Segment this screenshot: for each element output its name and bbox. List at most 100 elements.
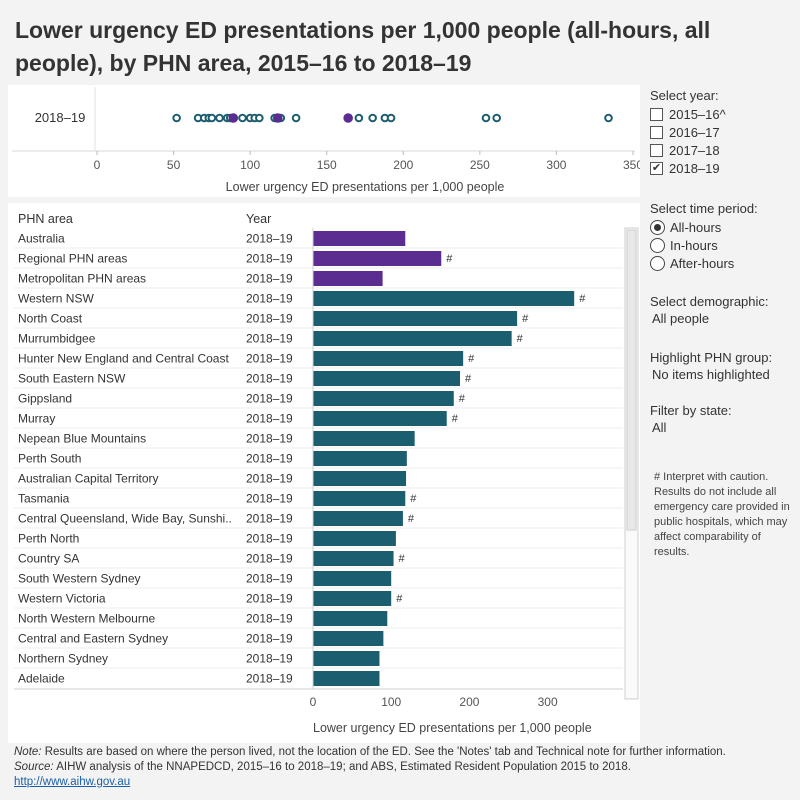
aihw-link[interactable]: http://www.aihw.gov.au — [14, 776, 131, 788]
bar — [313, 291, 575, 306]
bar-row-year: 2018–19 — [246, 632, 293, 646]
dot-plot-panel: 2018–19 0 50 100 150 200 250 300 350 Lower urgenc… — [8, 85, 643, 197]
bar — [313, 631, 384, 646]
period-option-in-hours[interactable]: In-hours — [650, 236, 800, 254]
bar-caution-flag: # — [468, 353, 475, 365]
dot-point — [354, 113, 364, 123]
dot-point — [255, 113, 264, 123]
period-option-all-hours[interactable]: All-hours — [650, 218, 800, 236]
bar-row-label: Western NSW — [18, 292, 94, 306]
bar-row-label: Adelaide — [18, 672, 65, 686]
bar-row-label: Central Queensland, Wide Bay, Sunshi.. — [18, 512, 232, 526]
bar — [313, 651, 380, 666]
bar-row-label: South Eastern NSW — [18, 372, 126, 386]
bar-row-label: Murrumbidgee — [18, 332, 96, 346]
highlight-value[interactable]: No items highlighted — [652, 367, 770, 382]
state-value[interactable]: All — [652, 420, 667, 435]
bar-x-tick-label: 0 — [310, 695, 317, 709]
bar-caution-flag: # — [452, 413, 459, 425]
bar-row-label: Tasmania — [18, 492, 70, 506]
bar-row-label: Perth North — [18, 532, 79, 546]
bar-row-year: 2018–19 — [246, 552, 293, 566]
bar-row-label: Metropolitan PHN areas — [18, 272, 146, 286]
bar-row-year: 2018–19 — [246, 652, 293, 666]
bar-caution-flag: # — [517, 333, 524, 345]
time-period-label: Select time period: — [650, 201, 758, 216]
bar-caution-flag: # — [446, 253, 453, 265]
footer-note: Note: Results are based on where the per… — [14, 746, 726, 758]
radio-icon[interactable] — [650, 255, 665, 271]
bar-row-year: 2018–19 — [246, 312, 293, 326]
year-option-2016-17[interactable]: 2016–17 — [650, 123, 800, 141]
year-option-2018-19[interactable]: ✔ 2018–19 — [650, 160, 720, 176]
bar-x-tick-label: 300 — [538, 695, 558, 709]
highlight-filter[interactable]: Highlight PHN group: No items highlighte… — [650, 350, 800, 382]
dot-point — [238, 113, 247, 123]
footer-source: Source: AIHW analysis of the NNAPEDCD, 2… — [14, 761, 631, 773]
bar-caution-flag: # — [459, 393, 466, 405]
bar-caution-flag: # — [399, 553, 406, 565]
bar-chart-panel: PHN area Year Australia 2018–19 Regional PHN… — [8, 203, 640, 743]
bar-row-year: 2018–19 — [246, 672, 293, 686]
dot-x-tick-label: 200 — [393, 158, 413, 172]
year-option-2017-18[interactable]: 2017–18 — [650, 141, 800, 159]
bar-row-year: 2018–19 — [246, 232, 293, 246]
bar — [313, 511, 403, 526]
bar — [313, 391, 454, 406]
dot-x-tick-label: 150 — [317, 158, 337, 172]
checkbox-icon[interactable] — [650, 107, 663, 121]
bar-row-label: South Western Sydney — [18, 572, 141, 586]
bar-row-year: 2018–19 — [246, 292, 293, 306]
dot-x-tick-label: 50 — [167, 158, 181, 172]
year-option-2015-16[interactable]: 2015–16^ — [650, 105, 800, 123]
bar-row-year: 2018–19 — [246, 392, 293, 406]
bar-row-year: 2018–19 — [246, 572, 293, 586]
checkbox-icon[interactable] — [650, 125, 663, 139]
scrollbar-thumb[interactable] — [626, 229, 637, 531]
bar — [313, 471, 407, 486]
bar-row-year: 2018–19 — [246, 612, 293, 626]
period-option-after-hours[interactable]: After-hours — [650, 254, 800, 272]
chart-title: Lower urgency ED presentations per 1,000… — [15, 17, 711, 76]
bar-row-year: 2018–19 — [246, 412, 293, 426]
bar-row-label: Regional PHN areas — [18, 252, 127, 266]
dot-point — [215, 113, 224, 123]
radio-selected-icon[interactable] — [650, 219, 665, 235]
year-filter-label: Select year: — [650, 88, 719, 103]
bar-row-label: Country SA — [18, 552, 79, 566]
dot-x-tick-label: 250 — [470, 158, 490, 172]
bar-row-year: 2018–19 — [246, 472, 293, 486]
bar-row-year: 2018–19 — [246, 352, 293, 366]
checkbox-checked-icon[interactable]: ✔ — [650, 161, 663, 175]
dot-point — [492, 113, 502, 123]
bar-caution-flag: # — [522, 313, 529, 325]
dot-point — [207, 113, 217, 123]
bar-row-label: North Western Melbourne — [18, 612, 156, 626]
bar-row-year: 2018–19 — [246, 592, 293, 606]
dot-x-axis-title: Lower urgency ED presentations per 1,000… — [226, 180, 505, 194]
column-header-year: Year — [246, 212, 271, 226]
bar — [313, 671, 380, 686]
bar-row-label: Australia — [18, 232, 65, 246]
column-header-phn: PHN area — [18, 212, 73, 226]
demographic-value[interactable]: All people — [652, 311, 710, 326]
state-filter[interactable]: Filter by state: All — [650, 403, 800, 435]
bar-chart: PHN area Year Australia 2018–19 Regional PHN… — [14, 212, 639, 735]
bar-caution-flag: # — [465, 373, 472, 385]
bar — [313, 451, 407, 466]
bar-caution-flag: # — [579, 293, 586, 305]
time-period-filter: Select time period: All-hours In-hours A… — [650, 201, 800, 272]
bar-row-label: Nepean Blue Mountains — [18, 432, 146, 446]
dot-point-highlight — [272, 113, 283, 123]
bar-row-label: Gippsland — [18, 392, 72, 406]
dot-point-highlight — [228, 113, 239, 123]
checkbox-icon[interactable] — [650, 143, 663, 157]
radio-icon[interactable] — [650, 237, 665, 253]
bar — [313, 571, 392, 586]
bar — [313, 231, 406, 246]
demographic-filter[interactable]: Select demographic: All people — [650, 294, 800, 326]
state-label: Filter by state: — [650, 403, 732, 418]
bar — [313, 551, 394, 566]
bar-row-year: 2018–19 — [246, 372, 293, 386]
bar-x-axis-title: Lower urgency ED presentations per 1,000… — [313, 721, 592, 735]
